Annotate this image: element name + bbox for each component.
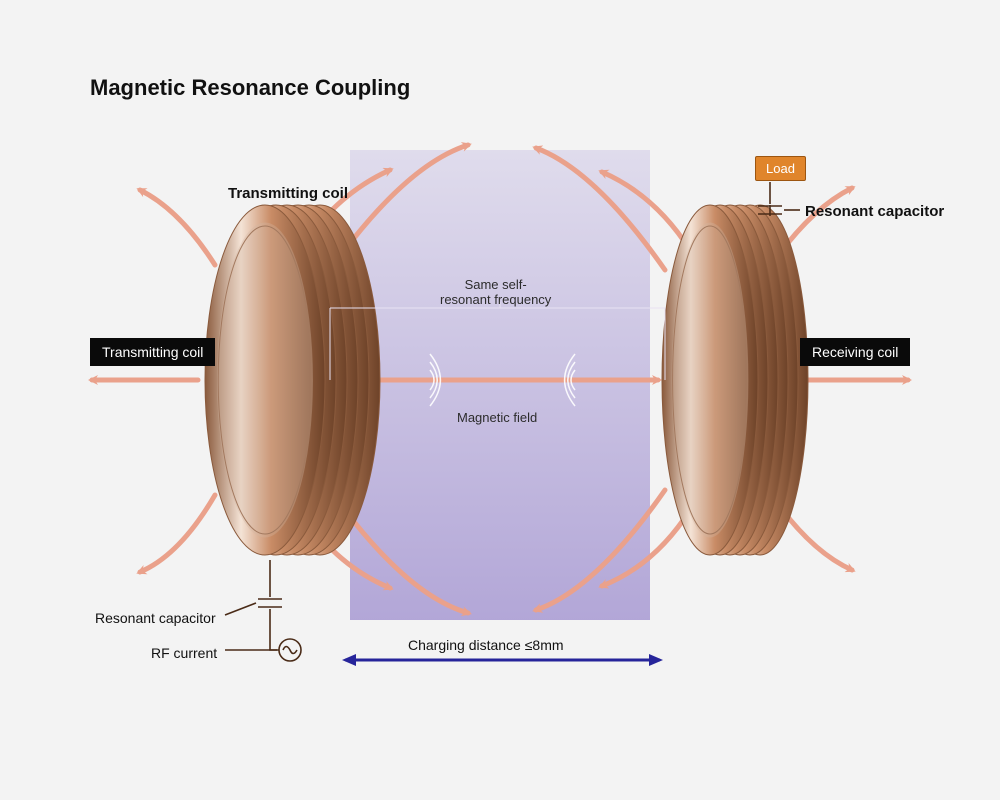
magnetic-field-label: Magnetic field xyxy=(457,410,537,425)
resonant-capacitor-top-label: Resonant capacitor xyxy=(805,203,944,220)
receiving-coil xyxy=(662,205,808,555)
receiving-coil-tag: Receiving coil xyxy=(800,338,910,366)
transmitting-coil-tag: Transmitting coil xyxy=(90,338,215,366)
transmitting-coil-top-label: Transmitting coil xyxy=(228,185,348,202)
resonant-capacitor-bottom-label: Resonant capacitor xyxy=(95,610,216,626)
rf-current-label: RF current xyxy=(151,645,217,661)
load-box: Load xyxy=(755,156,806,181)
diagram-title: Magnetic Resonance Coupling xyxy=(90,75,410,101)
charging-distance-label: Charging distance ≤8mm xyxy=(408,637,564,653)
left-circuit xyxy=(225,560,301,661)
magnetic-field-region xyxy=(350,150,650,620)
transmitting-coil xyxy=(205,205,380,555)
same-frequency-label: Same self- resonant frequency xyxy=(440,278,551,308)
